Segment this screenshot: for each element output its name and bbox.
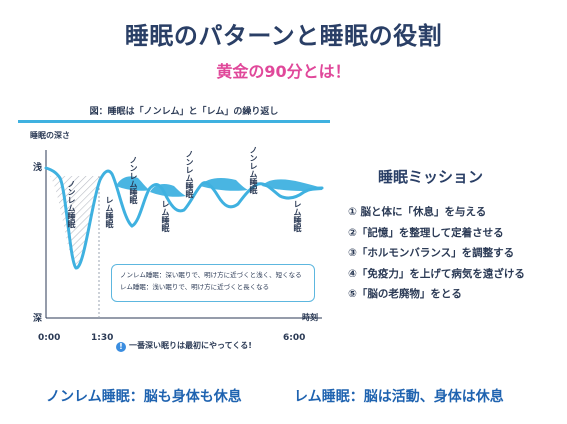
stage-label-nonrem-top1: ノンレム睡眠 [129, 156, 138, 204]
rem-fill-1 [116, 176, 150, 191]
stage-label-nonrem-top2: ノンレム睡眠 [185, 150, 194, 198]
tick-label: 6:00 [283, 333, 306, 343]
info-icon: ! [116, 342, 126, 352]
mission-title: 睡眠ミッション [378, 168, 484, 186]
deep-sleep-hatch [50, 176, 99, 268]
legend-nonrem: ノンレム睡眠：深い眠りで、明け方に近づくと浅く、短くなる [120, 271, 302, 279]
stage-label-rem-last: レム睡眠 [293, 200, 302, 232]
footer-rem: レム睡眠：脳は活動、身体は休息 [294, 389, 504, 405]
mission-item: ① 脳と体に「休息」を与える [348, 206, 487, 218]
page-subtitle: 黄金の90分とは！ [216, 62, 351, 81]
y-shallow-label: 浅 [33, 163, 43, 173]
figure-caption-rule [18, 120, 330, 123]
legend-rem: レム睡眠：浅い眠りで、明け方に近づくと長くなる [120, 283, 270, 291]
x-axis-label: 時刻 [302, 313, 318, 322]
y-axis-label: 睡眠の深さ [30, 131, 70, 140]
mission-list: ① 脳と体に「休息」を与える ②「記憶」を整理して定着させる ③「ホルモンバラン… [348, 204, 525, 307]
stage-label-rem-second: レム睡眠 [161, 200, 170, 232]
tick-label: 1:30 [91, 333, 114, 343]
sleep-depth-curve [44, 166, 324, 270]
rem-fill-4 [262, 179, 322, 191]
stage-label-nonrem-top3: ノンレム睡眠 [249, 146, 258, 194]
tick-label: 0:00 [38, 333, 61, 343]
stage-label-rem-first: レム睡眠 [105, 196, 114, 228]
stage-label-nonrem-first: ノンレム睡眠 [67, 180, 76, 228]
y-deep-label: 深 [33, 314, 43, 324]
mission-item: ③「ホルモンバランス」を調整する [348, 247, 515, 259]
mission-item: ④「免疫力」を上げて病気を遠ざける [348, 267, 525, 280]
stage-legend-box: ノンレム睡眠：深い眠りで、明け方に近づくと浅く、短くなる レム睡眠：浅い眠りで、… [111, 264, 315, 302]
figure-caption: 図：睡眠は「ノンレム」と「レム」の繰り返し [89, 107, 279, 117]
page-title: 睡眠のパターンと睡眠の役割 [124, 22, 443, 50]
mission-item: ②「記憶」を整理して定着させる [348, 226, 504, 239]
footer-nonrem: ノンレム睡眠：脳も身体も休息 [46, 389, 242, 405]
deep-sleep-note-text: 一番深い眠りは最初にやってくる! [129, 341, 252, 350]
mission-item: ⑤「脳の老廃物」をとる [348, 288, 462, 300]
deep-sleep-note: ! 一番深い眠りは最初にやってくる! [116, 340, 252, 352]
